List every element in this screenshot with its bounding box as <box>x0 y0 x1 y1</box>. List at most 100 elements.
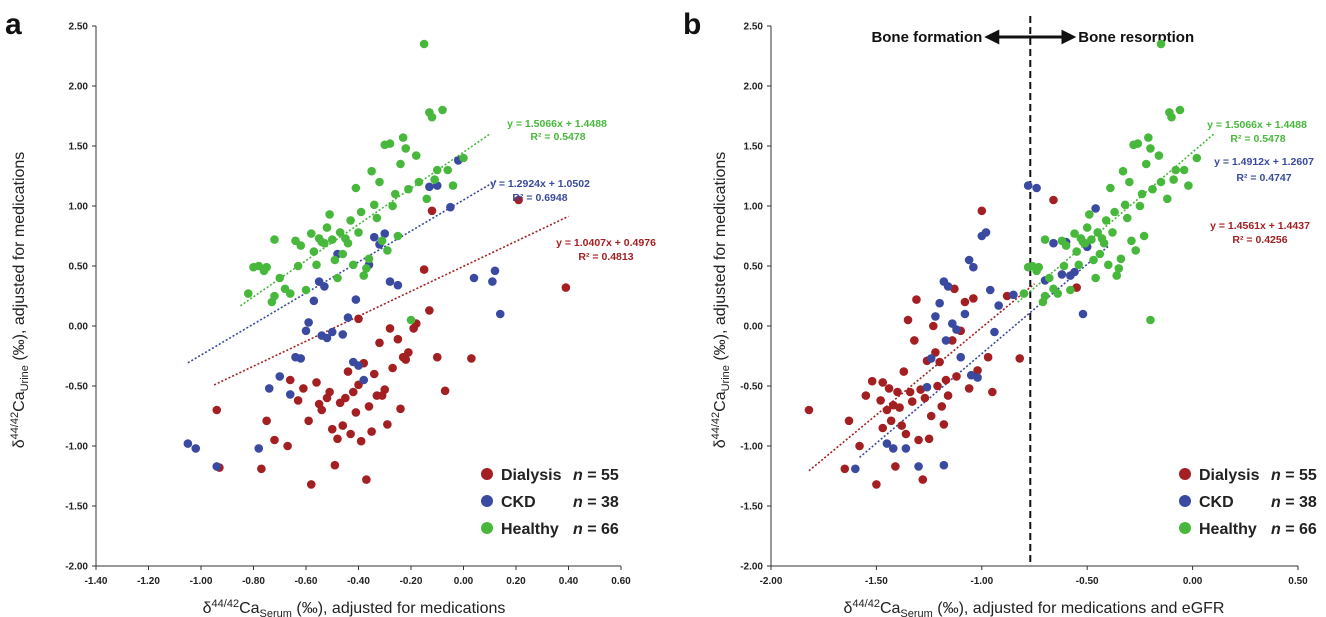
data-point <box>1122 213 1132 223</box>
legend-count-dialysis: n = 55 <box>573 467 619 484</box>
legend-n-value: = 66 <box>583 521 619 538</box>
data-point <box>354 228 363 237</box>
data-point <box>1184 181 1193 190</box>
legend-n-symbol: n <box>1271 494 1281 511</box>
axis-title-superscript: 44/42 <box>9 412 21 440</box>
data-point <box>375 177 384 187</box>
legend-n-value: = 66 <box>1281 521 1317 538</box>
data-point <box>380 385 390 394</box>
data-point <box>404 348 413 357</box>
data-point <box>343 313 353 322</box>
data-point <box>1053 289 1062 298</box>
data-point <box>912 295 921 304</box>
data-point <box>425 182 434 192</box>
data-point <box>364 402 374 411</box>
data-point <box>330 255 340 265</box>
data-point <box>1059 261 1069 271</box>
data-point <box>914 462 923 471</box>
data-point <box>952 325 961 334</box>
data-point <box>981 228 991 237</box>
data-point <box>884 384 894 393</box>
legend-count-ckd: n = 38 <box>1271 494 1317 511</box>
data-point <box>922 382 932 392</box>
data-point <box>924 434 934 444</box>
data-point <box>905 387 915 397</box>
legend-marker-healthy <box>481 522 493 534</box>
data-point <box>1049 238 1058 248</box>
data-point <box>296 241 306 250</box>
data-point <box>490 266 500 276</box>
data-point <box>855 441 864 451</box>
data-point <box>359 271 369 280</box>
data-point <box>1112 271 1122 280</box>
data-point <box>1125 177 1134 187</box>
data-point <box>882 405 892 415</box>
data-point <box>1114 264 1124 273</box>
x-tick-label: 0.00 <box>1183 576 1203 587</box>
legend-label-ckd: CKD <box>501 494 536 511</box>
panel-b: b δ44/42CaUrine (‰), adjusted for medica… <box>683 8 1317 617</box>
data-point <box>317 405 327 415</box>
data-point <box>1139 231 1149 241</box>
trendline-dialysis <box>808 283 1036 472</box>
trendline-equation: y = 1.4912x + 1.2607 <box>1214 156 1314 168</box>
legend-label-ckd: CKD <box>1199 494 1234 511</box>
axis-title-rest: (‰), adjusted for medications <box>712 152 729 365</box>
data-point <box>372 213 382 223</box>
data-point <box>343 367 353 376</box>
axis-title-rest: (‰), adjusted for medications and eGFR <box>933 600 1225 617</box>
legend: Dialysis n = 55 CKD n = 38 Healthy n = 66 <box>1179 467 1317 538</box>
data-point <box>960 309 970 319</box>
series-dialysis <box>804 195 1081 489</box>
legend-n-symbol: n <box>573 467 583 484</box>
data-point <box>338 330 348 339</box>
data-point <box>914 435 923 445</box>
data-point <box>1040 235 1050 244</box>
data-point <box>994 301 1003 310</box>
axis-title-element: Ca <box>11 391 28 412</box>
data-point <box>243 289 253 298</box>
data-point <box>1040 291 1050 301</box>
data-point <box>469 273 479 283</box>
data-point <box>931 348 940 357</box>
data-point <box>322 333 332 343</box>
data-point <box>333 434 342 444</box>
x-tick-label: -0.20 <box>400 576 423 587</box>
data-point <box>1118 166 1128 176</box>
y-tick-label: 0.00 <box>69 322 89 333</box>
data-point <box>309 296 319 306</box>
panel-b-plot-area: -2.00 -1.50 -1.00 -0.50 0.00 0.50 1.00 1.50 2.00… <box>740 16 1317 587</box>
data-point <box>356 207 366 217</box>
data-point <box>354 361 363 370</box>
data-point <box>1057 270 1067 279</box>
legend-marker-dialysis <box>1179 468 1191 480</box>
data-point <box>1019 289 1029 298</box>
x-tick-label: 0.40 <box>559 576 579 587</box>
data-point <box>467 354 476 363</box>
axis-title-superscript: 44/42 <box>852 598 880 610</box>
data-point <box>369 232 379 242</box>
data-point <box>893 387 902 397</box>
y-tick-label: -2.00 <box>740 562 763 573</box>
series-healthy <box>1019 39 1202 325</box>
data-point <box>375 338 384 348</box>
data-point <box>939 420 949 429</box>
panel-a-plot-area: -2.00 -1.50 -1.00 -0.50 0.00 0.50 1.00 1.50 2.00… <box>65 22 656 588</box>
data-point <box>1066 285 1075 295</box>
y-tick-label: 2.50 <box>69 22 89 33</box>
data-point <box>1044 273 1054 283</box>
data-point <box>1066 271 1075 280</box>
data-point <box>385 277 395 286</box>
data-point <box>872 480 881 489</box>
data-point <box>338 249 348 259</box>
data-point <box>383 420 392 429</box>
data-point <box>422 194 432 204</box>
data-point <box>301 326 311 336</box>
data-point <box>943 282 953 291</box>
legend-marker-ckd <box>1179 495 1191 507</box>
data-point <box>1146 144 1155 153</box>
data-point <box>270 291 279 301</box>
data-point <box>1091 204 1100 213</box>
data-point <box>285 289 295 298</box>
data-point <box>891 462 900 471</box>
